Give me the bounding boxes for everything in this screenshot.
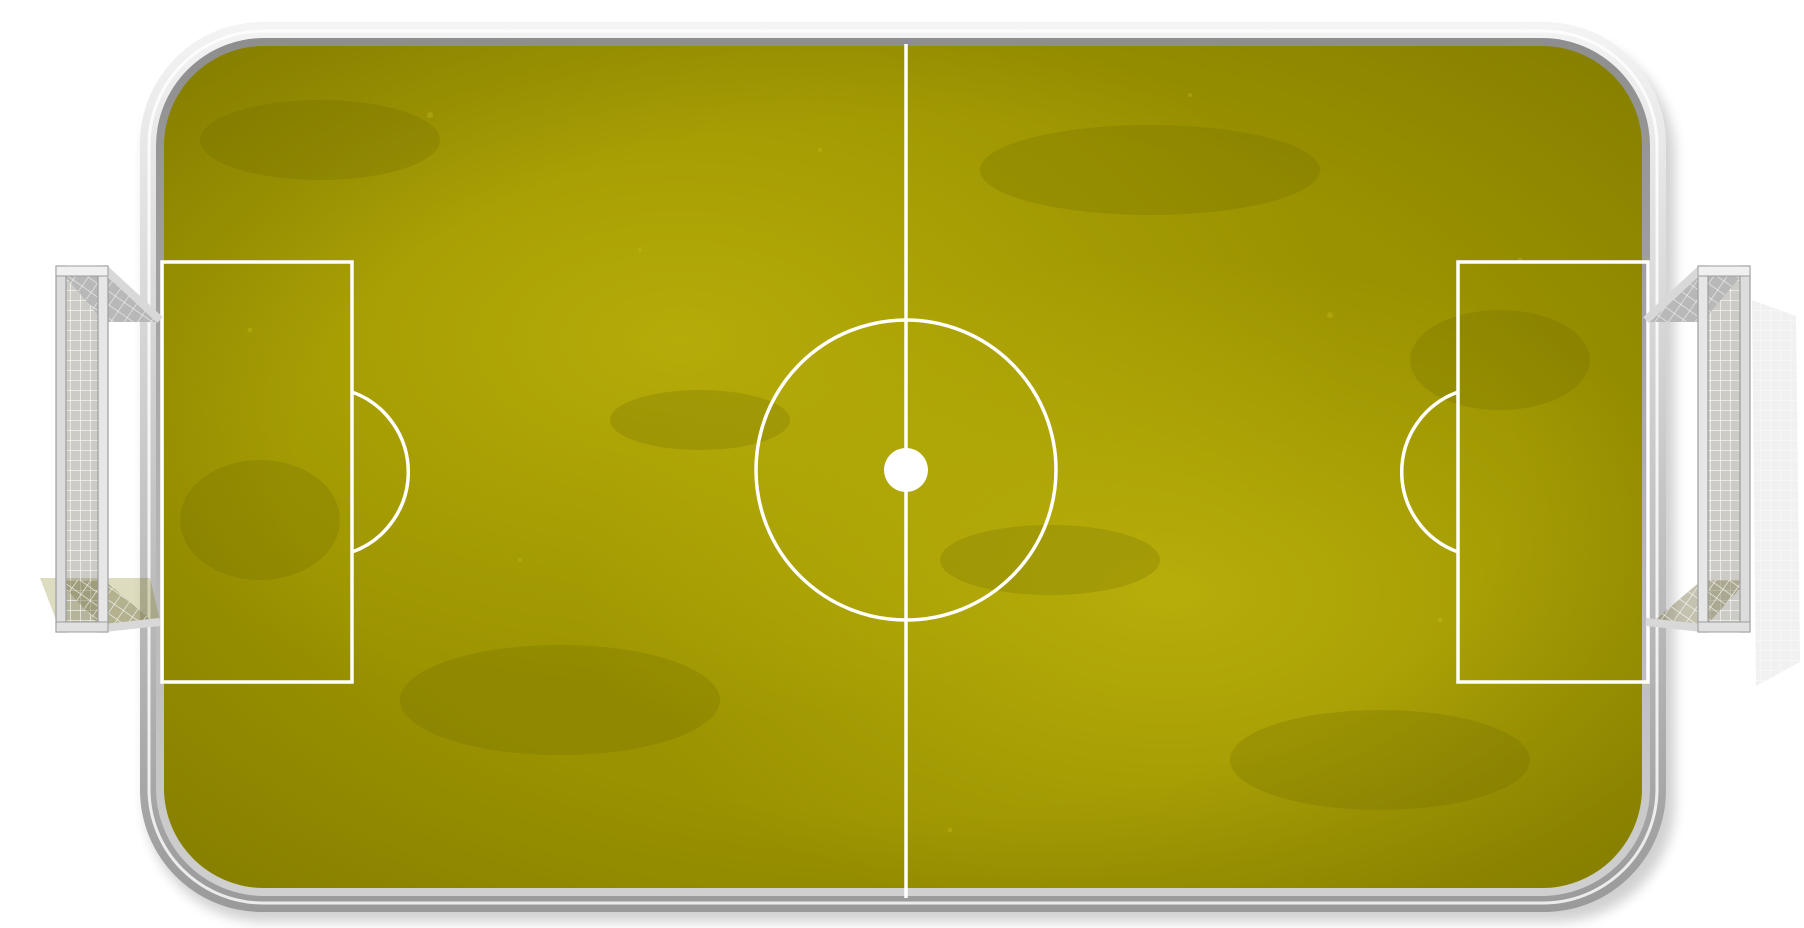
penalty-area-left	[160, 260, 354, 684]
penalty-arc-left	[351, 390, 411, 554]
penalty-arc-right	[1399, 390, 1459, 554]
left-goal	[40, 265, 163, 633]
goal-net-icon	[40, 265, 163, 633]
penalty-area-right	[1456, 260, 1650, 684]
center-spot	[884, 448, 928, 492]
center-circle	[754, 318, 1058, 622]
right-goal	[1643, 265, 1800, 686]
goal-net-icon	[1643, 265, 1800, 686]
